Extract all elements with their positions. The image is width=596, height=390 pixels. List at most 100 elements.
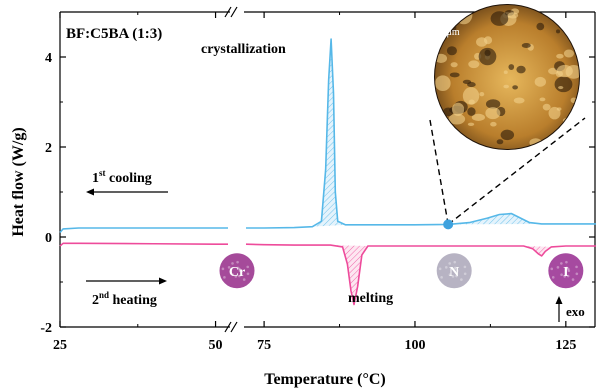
peak-fill-heating <box>523 246 552 256</box>
peak-fill-cooling <box>448 213 542 225</box>
inset-leader-left <box>429 119 449 225</box>
micrograph-grain <box>503 84 510 89</box>
axis-break-mark <box>230 6 238 18</box>
phase-texture-speck <box>238 267 241 271</box>
micrograph-grain <box>446 46 457 56</box>
y-tick-label: 4 <box>45 51 52 66</box>
axis-break-mark <box>224 321 232 333</box>
phase-texture-speck <box>448 262 452 265</box>
micrograph-grain <box>476 37 488 47</box>
phase-texture-speck <box>566 267 570 271</box>
axis-break-mark <box>230 321 238 333</box>
micrograph-grain <box>507 12 519 19</box>
micrograph-grain <box>451 102 465 116</box>
phase-texture-speck <box>463 272 467 276</box>
micrograph-grain <box>485 99 501 109</box>
phase-texture-speck <box>556 266 560 269</box>
micrograph-grain <box>449 72 460 78</box>
micrograph-grain <box>467 122 475 126</box>
phase-texture-speck <box>551 276 555 279</box>
x-tick-label: 25 <box>53 338 67 353</box>
exo-arrowhead <box>555 296 563 304</box>
phase-texture-speck <box>444 266 448 269</box>
micrograph-grain <box>471 113 486 121</box>
x-tick-label: 50 <box>209 338 223 353</box>
micrograph-grain <box>534 76 547 87</box>
phase-texture-speck <box>563 275 566 278</box>
micrograph-grain <box>467 107 476 116</box>
cooling-arrowhead <box>86 188 94 196</box>
series-line-cooling-left <box>59 227 228 234</box>
inset-leader-right <box>447 117 586 225</box>
phase-texture-speck <box>246 265 250 269</box>
micrograph-grain <box>508 64 515 70</box>
phase-texture-speck <box>575 272 579 276</box>
phase-texture-speck <box>221 267 225 271</box>
micrograph-grain <box>512 85 518 90</box>
y-tick-label: -2 <box>40 321 52 336</box>
phase-texture-speck <box>451 275 455 278</box>
phase-texture-speck <box>575 265 578 269</box>
micrograph-grain <box>462 79 472 85</box>
scale-bar <box>425 16 461 19</box>
micrograph-inset: 500 μm <box>425 4 580 150</box>
phase-texture-speck <box>455 274 458 278</box>
micrograph-grain <box>435 75 451 92</box>
phase-label-n: N <box>449 265 459 280</box>
scale-bar-label: 500 μm <box>429 27 460 38</box>
phase-texture-speck <box>234 275 238 278</box>
y-axis-label: Heat flow (W/g) <box>10 127 27 236</box>
x-tick-label: 125 <box>555 338 576 353</box>
phase-texture-speck <box>448 273 452 277</box>
series-line-heating-right <box>245 243 596 306</box>
micrograph-grain <box>554 76 573 93</box>
phase-texture-speck <box>242 278 246 281</box>
micrograph-grain <box>548 106 561 120</box>
series-layer <box>59 38 596 306</box>
micrograph-grain <box>485 107 501 120</box>
micrograph-grain <box>562 130 579 146</box>
micrograph-grain <box>542 103 551 111</box>
micrograph-grain <box>513 97 525 104</box>
micrograph-grain <box>462 87 480 105</box>
micrograph-grain <box>468 60 480 69</box>
y-tick-label: 2 <box>45 141 52 156</box>
phase-texture-speck <box>236 266 240 270</box>
y-tick-label: 0 <box>45 231 52 246</box>
micrograph-grain <box>556 53 564 59</box>
micrograph-grain <box>558 86 564 90</box>
series-line-cooling-right <box>246 38 596 229</box>
phase-texture-speck <box>560 273 563 277</box>
phase-texture-speck <box>238 274 241 278</box>
phase-texture-speck <box>231 262 234 265</box>
micrograph-grain <box>521 43 531 48</box>
phase-texture-speck <box>567 269 571 273</box>
phase-texture-cr <box>218 252 256 290</box>
micrograph-grain <box>450 62 458 68</box>
crystallization-label: crystallization <box>201 42 286 57</box>
micrograph-grain <box>563 49 575 58</box>
micrograph-grain <box>516 65 526 74</box>
phase-texture-n <box>435 252 473 290</box>
x-axis-label: Temperature (°C) <box>264 371 385 388</box>
micrograph-grain <box>455 5 469 12</box>
phase-texture-speck <box>460 278 463 281</box>
series-line-heating-left <box>59 242 228 247</box>
micrograph-grain <box>448 113 466 125</box>
micrograph-grain <box>556 64 573 78</box>
micrograph-grain <box>490 121 497 127</box>
phase-texture-speck <box>438 267 442 271</box>
phase-texture-speck <box>571 278 575 281</box>
phase-texture-speck <box>238 269 242 273</box>
micrograph-grain <box>479 92 485 97</box>
marker-point <box>443 219 454 230</box>
melting-label: melting <box>348 291 393 306</box>
micrograph-grain <box>478 47 497 66</box>
x-tick-label: 100 <box>404 338 425 353</box>
phase-texture-speck <box>223 276 226 279</box>
heating-arrowhead <box>159 277 167 285</box>
phase-label-cr: Cr <box>229 265 245 280</box>
phase-texture-speck <box>236 260 239 264</box>
phase-label-i: I <box>563 265 568 280</box>
